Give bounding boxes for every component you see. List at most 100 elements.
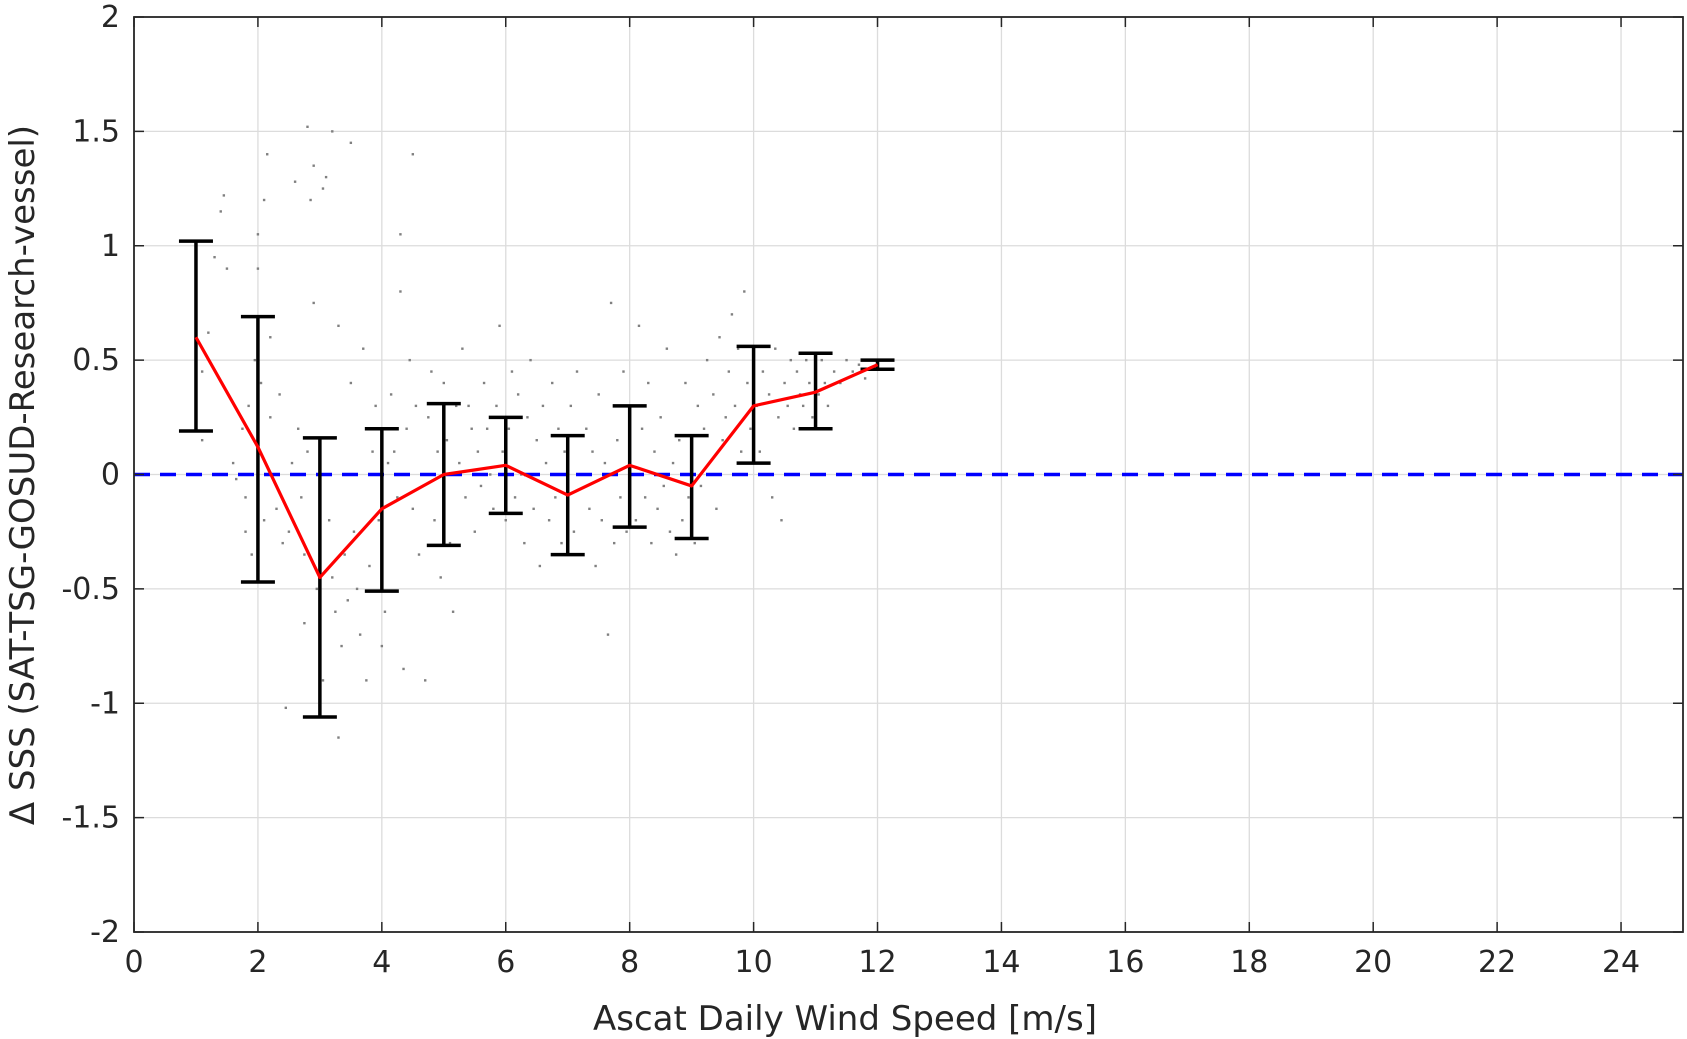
scatter-point (826, 404, 830, 408)
scatter-point (448, 541, 452, 545)
y-axis-title: Δ SSS (SAT-TSG-GOSUD-Research-vessel) (3, 125, 43, 825)
scatter-point (699, 484, 703, 488)
scatter-point (340, 644, 343, 648)
tick-labels: 0 2 4 6 8 10 12 14 16 18 20 22 24-2-1.5-1-0.500.511.… (61, 0, 1640, 980)
scatter-point (591, 450, 594, 453)
scatter-point (554, 496, 557, 499)
scatter-point (712, 393, 715, 396)
scatter-point (303, 621, 306, 625)
scatter-point (718, 336, 721, 339)
scatter-point (470, 427, 473, 430)
scatter-point (721, 438, 724, 442)
x-tick-label: 14 (982, 945, 1020, 980)
y-tick-label: 1 (101, 229, 120, 264)
x-tick-label: 12 (858, 945, 896, 980)
x-axis-title: Ascat Daily Wind Speed [m/s] (593, 999, 1097, 1039)
scatter-point (399, 233, 402, 236)
scatter-point (213, 255, 216, 259)
scatter-point (551, 381, 554, 385)
scatter-point (231, 461, 235, 465)
scatter-point (200, 370, 204, 373)
scatter-point (362, 347, 365, 350)
scatter-point (845, 358, 848, 362)
scatter-point (476, 450, 480, 453)
scatter-point (647, 381, 650, 385)
scatter-point (696, 404, 700, 408)
scatter-point (445, 438, 449, 442)
scatter-point (355, 587, 359, 591)
x-tick-label: 4 (372, 945, 391, 980)
scatter-point (653, 450, 656, 453)
x-tick-label: 16 (1106, 945, 1144, 980)
scatter-point (315, 587, 318, 591)
scatter-point (300, 496, 303, 499)
scatter-point (250, 553, 253, 556)
scatter-point (306, 125, 309, 128)
y-tick-label: 2 (101, 0, 120, 35)
scatter-point (296, 427, 300, 430)
scatter-point (451, 610, 455, 613)
scatter-point (640, 427, 644, 430)
scatter-point (730, 313, 734, 316)
scatter-point (284, 706, 288, 710)
scatter-point (473, 530, 476, 533)
scatter-point (247, 404, 250, 408)
scatter-point (761, 370, 765, 373)
scatter-point (743, 290, 746, 293)
scatter-point (235, 477, 238, 481)
scatter-point (770, 496, 774, 499)
scatter-point (678, 438, 681, 442)
scatter-point (817, 393, 820, 396)
scatter-point (309, 198, 312, 202)
scatter-point (681, 519, 684, 522)
scatter-point (740, 450, 743, 453)
scatter-point (501, 450, 504, 453)
scatter-point (225, 267, 229, 270)
plot-frame (133, 16, 1684, 933)
scatter-point (222, 194, 226, 197)
scatter-point (526, 416, 529, 419)
scatter-point (365, 679, 368, 682)
scatter-point (492, 507, 495, 511)
y-tick-label: -1.5 (61, 801, 120, 836)
scatter-point (622, 370, 625, 373)
scatter-point (374, 404, 377, 408)
scatter-point (458, 461, 461, 465)
y-tick-label: -1 (90, 686, 120, 721)
scatter-point (331, 130, 334, 133)
scatter-point (851, 370, 854, 373)
scatter-point (358, 633, 362, 636)
scatter-point (665, 347, 669, 350)
scatter-point (863, 377, 867, 380)
scatter-point (616, 438, 619, 442)
scatter-point (777, 416, 780, 419)
scatter-point (349, 141, 353, 145)
scatter-point (529, 358, 532, 362)
scatter-point (541, 404, 545, 408)
scatter-point (557, 427, 560, 430)
scatter-point (585, 427, 588, 430)
scatter-point (780, 519, 783, 522)
scatter-point (687, 496, 690, 499)
scatter-point (275, 507, 278, 511)
scatter-point (693, 541, 696, 545)
scatter-point (337, 736, 340, 739)
scatter-point (805, 358, 808, 362)
scatter-point (411, 153, 415, 156)
scatter-point (269, 416, 272, 419)
scatter-point (436, 450, 439, 453)
scatter-point (516, 393, 520, 396)
scatter-point (327, 519, 331, 522)
scatter-point (795, 370, 799, 373)
scatter-point (399, 290, 402, 293)
scatter-point (430, 370, 433, 373)
scatter-point (278, 393, 281, 396)
scatter-point (454, 404, 458, 408)
scatter-point (396, 496, 399, 499)
scatter-point (656, 507, 659, 511)
scatter-point (535, 438, 538, 442)
scatter-point (349, 381, 353, 385)
mean-line-path (194, 336, 879, 580)
scatter-point (244, 496, 247, 499)
scatter-point (563, 450, 566, 453)
